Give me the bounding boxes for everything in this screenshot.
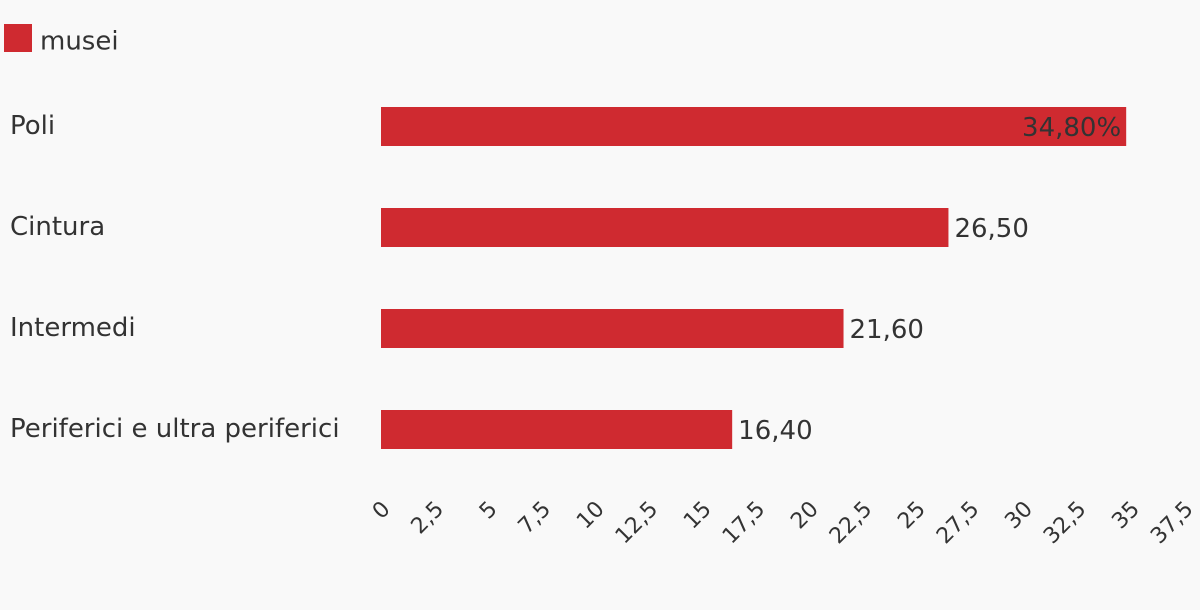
value-label: 21,60 [850, 315, 924, 345]
y-tick-label: Poli [10, 111, 55, 141]
bar [381, 208, 949, 247]
y-tick-label: Intermedi [10, 313, 136, 343]
value-label: 16,40 [738, 416, 812, 446]
bar [381, 410, 733, 449]
bar [381, 107, 1127, 146]
value-label: 26,50 [954, 214, 1028, 244]
y-tick-label: Periferici e ultra periferici [10, 414, 340, 444]
value-label: 34,80% [1022, 113, 1121, 143]
legend-swatch [4, 24, 32, 52]
y-tick-label: Cintura [10, 212, 105, 242]
legend-label: musei [40, 27, 119, 57]
bar [381, 309, 844, 348]
